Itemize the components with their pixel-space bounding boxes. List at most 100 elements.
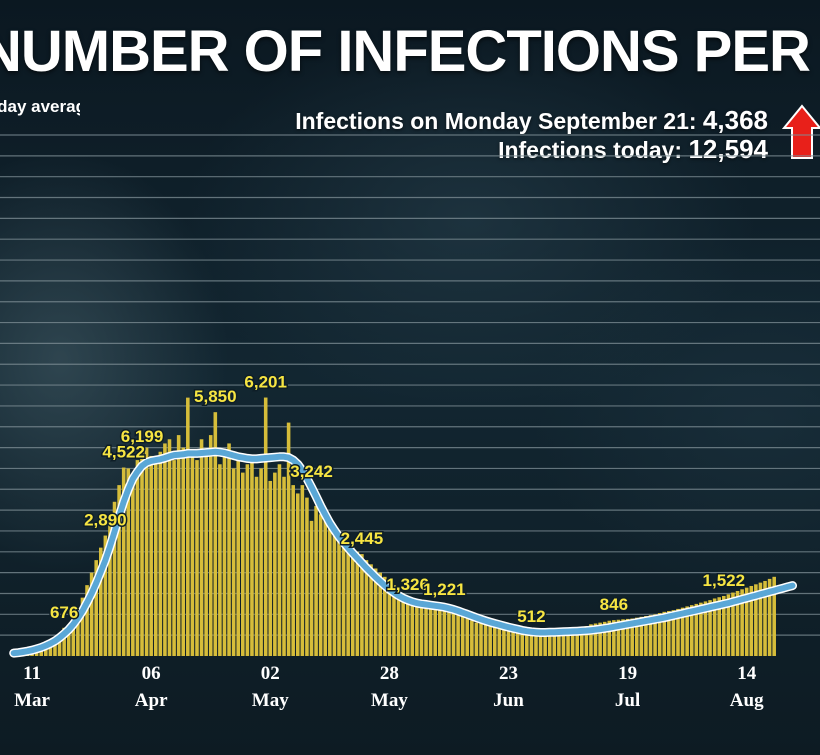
daily-bar (584, 625, 589, 656)
daily-bar (369, 564, 373, 656)
daily-bar (671, 610, 676, 656)
daily-bar (383, 576, 387, 656)
daily-bar (66, 624, 71, 656)
today-stat: Infections today: 12,594 (295, 135, 768, 164)
daily-bar (405, 600, 410, 656)
daily-bar (502, 628, 506, 656)
daily-bar (387, 580, 392, 656)
daily-bar (259, 468, 263, 656)
x-tick-month: Jul (615, 690, 640, 711)
daily-bar (401, 593, 405, 656)
daily-bar (644, 615, 648, 656)
daily-bar (323, 518, 328, 656)
x-tick-date: 02 (261, 663, 280, 684)
daily-bar (195, 460, 199, 656)
x-tick-month: Aug (730, 690, 764, 711)
daily-bar (529, 634, 534, 656)
monday-stat: Infections on Monday September 21: 4,368 (295, 106, 768, 135)
x-tick-date: 06 (142, 663, 161, 684)
daily-bar (676, 608, 680, 656)
daily-bar (213, 412, 218, 656)
daily-bar (447, 610, 451, 656)
daily-bar (140, 451, 144, 656)
daily-bar (263, 397, 268, 656)
daily-bar (71, 616, 76, 656)
daily-bar (767, 578, 772, 656)
daily-bar (149, 455, 153, 656)
data-label: 6,199 (121, 427, 164, 446)
daily-bar (717, 597, 722, 656)
daily-bar (685, 606, 689, 656)
daily-bar (268, 480, 273, 656)
daily-bar (593, 623, 598, 656)
daily-bar (80, 597, 85, 656)
daily-bar (286, 422, 291, 656)
x-tick-month: May (252, 690, 289, 711)
daily-bar (754, 584, 758, 656)
daily-bar (749, 585, 754, 656)
daily-bar (282, 476, 286, 656)
daily-bar (153, 464, 158, 656)
data-label: 676 (50, 603, 78, 622)
daily-bar (680, 607, 685, 656)
data-label: 3,242 (290, 462, 333, 481)
daily-bar (419, 605, 424, 656)
daily-bar (598, 622, 602, 656)
daily-bar (318, 514, 323, 656)
daily-bar (726, 594, 731, 656)
daily-bar (744, 587, 749, 656)
daily-bar (712, 598, 717, 656)
daily-bar (208, 435, 213, 656)
daily-bar (112, 501, 117, 656)
daily-bar (589, 624, 593, 656)
daily-bar (657, 613, 662, 656)
daily-bar (543, 633, 547, 656)
daily-bar (89, 572, 94, 656)
data-label: 5,850 (194, 387, 237, 406)
daily-bar (355, 551, 360, 656)
daily-bar (44, 645, 48, 656)
daily-bar (630, 618, 634, 656)
daily-bar (699, 602, 703, 656)
x-tick-date: 19 (618, 663, 637, 684)
daily-bar (694, 603, 699, 656)
daily-bar (163, 443, 167, 656)
daily-bar (653, 614, 657, 656)
daily-bar (648, 615, 653, 656)
daily-bar (474, 622, 479, 656)
data-label: 1,326 (386, 575, 429, 594)
daily-bar (561, 630, 566, 656)
daily-bar (731, 592, 735, 656)
daily-bar (103, 535, 108, 656)
daily-bar (158, 451, 163, 656)
daily-bar (497, 627, 502, 656)
daily-bar (360, 554, 364, 656)
daily-bar (241, 472, 245, 656)
daily-bar (525, 633, 529, 656)
x-tick-date: 28 (380, 663, 399, 684)
daily-bar (328, 526, 332, 656)
daily-bar (186, 397, 190, 656)
daily-bar (295, 493, 300, 656)
daily-bar (428, 606, 433, 656)
daily-bar (76, 608, 80, 656)
daily-bar (300, 485, 305, 656)
daily-bar (108, 518, 112, 656)
today-value: 12,594 (688, 134, 768, 164)
daily-bar (57, 635, 62, 656)
daily-bar (772, 576, 776, 656)
daily-bar (740, 589, 744, 656)
data-label: 1,522 (703, 571, 746, 590)
daily-bar (337, 535, 341, 656)
daily-bar (483, 624, 488, 656)
daily-bar (763, 580, 767, 656)
daily-bar (53, 639, 57, 656)
daily-bar (470, 620, 474, 656)
daily-bar (538, 633, 543, 656)
daily-bar (231, 468, 236, 656)
daily-bar (625, 618, 630, 656)
daily-bar (580, 627, 584, 656)
data-label: 1,221 (423, 580, 466, 599)
daily-bar (250, 460, 254, 656)
